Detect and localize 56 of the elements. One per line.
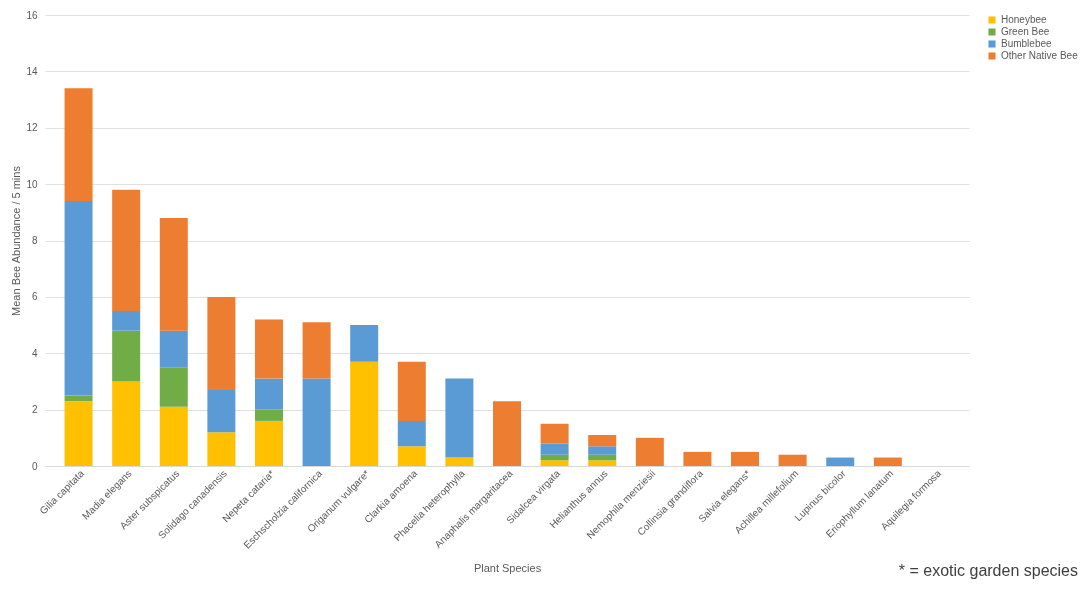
y-tick-label: 12 <box>26 122 38 134</box>
bar <box>112 310 141 331</box>
y-tick-label: 2 <box>31 404 38 416</box>
bar <box>778 454 807 466</box>
bar <box>254 420 283 466</box>
bar <box>254 409 283 421</box>
bar <box>540 423 569 444</box>
bar <box>397 420 426 447</box>
legend-label: Other Native Bee <box>1001 50 1079 61</box>
bar <box>635 437 664 466</box>
y-tick-label: 16 <box>26 9 38 21</box>
bar <box>873 457 902 466</box>
x-axis-title: Plant Species <box>473 561 542 574</box>
bar <box>350 361 379 466</box>
bar <box>540 443 569 455</box>
legend-label: Honeybee <box>1001 14 1048 25</box>
y-axis-title: Mean Bee Abundance / 5 mins <box>10 165 23 316</box>
bar <box>493 401 521 466</box>
bar <box>588 434 617 447</box>
bar <box>302 322 331 379</box>
bar <box>302 378 331 466</box>
y-tick-label: 0 <box>31 460 38 472</box>
bar <box>540 460 569 466</box>
y-tick-label: 14 <box>26 65 38 77</box>
bar <box>397 361 426 421</box>
bar <box>159 406 188 466</box>
bar <box>159 217 188 331</box>
bar <box>588 460 617 466</box>
y-tick-label: 10 <box>26 178 38 190</box>
legend-label: Bumblebee <box>1001 38 1053 49</box>
y-tick-label: 6 <box>31 291 38 303</box>
bar <box>445 457 474 466</box>
text: * = exotic garden species <box>898 562 1078 580</box>
bar <box>64 201 93 396</box>
bar <box>64 88 93 202</box>
bar <box>254 378 283 410</box>
y-tick-label: 4 <box>31 347 38 359</box>
bar <box>350 325 379 362</box>
bar <box>683 451 712 466</box>
y-tick-label: 8 <box>31 235 38 246</box>
bar <box>159 330 188 368</box>
bar <box>207 296 236 390</box>
bar <box>731 451 760 466</box>
bar <box>64 401 93 466</box>
bar <box>397 446 426 466</box>
bar <box>826 457 855 466</box>
bar <box>254 319 283 379</box>
legend-label: Green Bee <box>1001 26 1050 37</box>
bar <box>112 330 141 382</box>
bar <box>112 189 141 311</box>
bar <box>207 432 236 466</box>
bar <box>445 378 474 458</box>
bar <box>159 367 188 407</box>
bar <box>588 446 617 455</box>
bar <box>112 381 141 466</box>
bar <box>207 389 236 433</box>
